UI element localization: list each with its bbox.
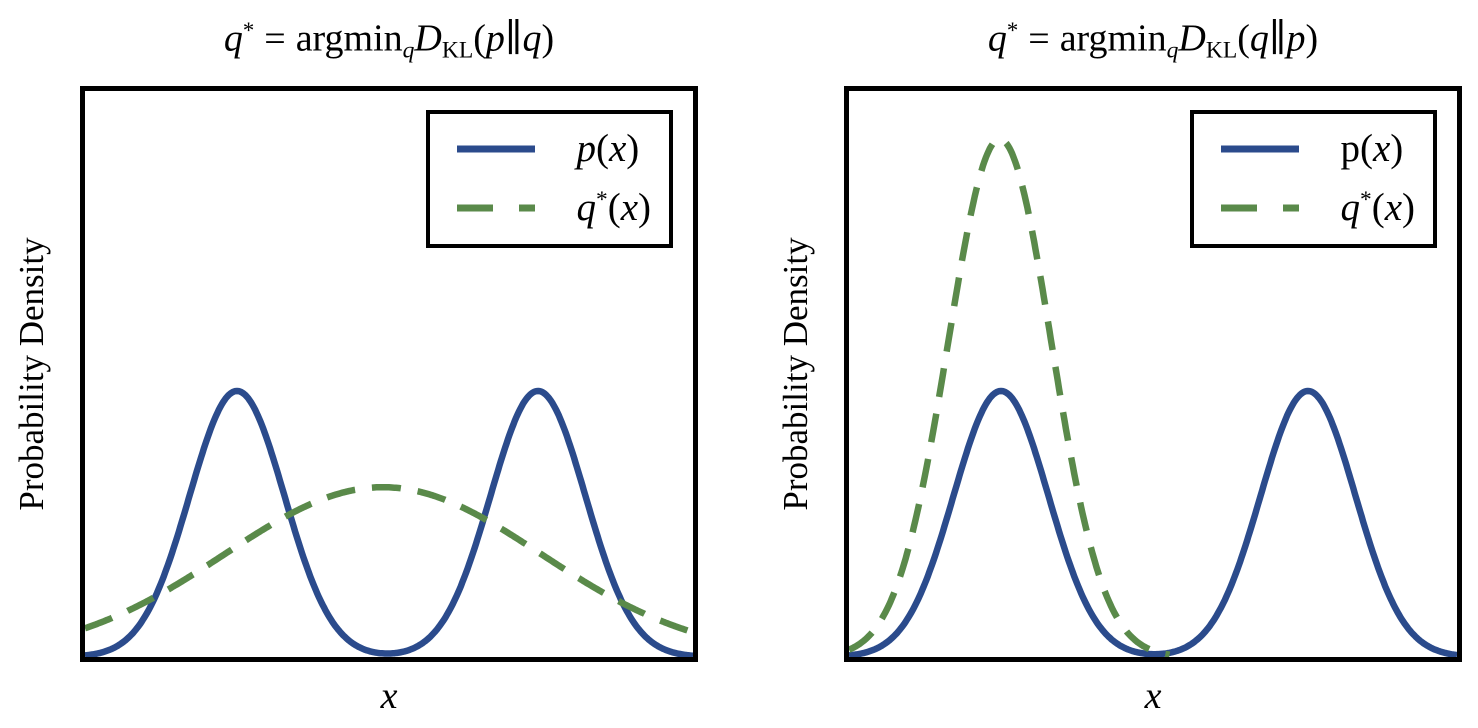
title-divergence: D	[1178, 17, 1206, 60]
title-double-bar: ∥	[504, 17, 523, 60]
legend-entry-q: q*(x)	[1220, 185, 1415, 230]
title-arg1: q	[1249, 17, 1269, 60]
legend-entry-p: p(x)	[1220, 127, 1415, 171]
legend: p(x) q*(x)	[1190, 110, 1437, 248]
curves-reverse-kl	[849, 135, 1457, 657]
plot-title-forward-kl: q* = argminqDKL(p∥q)	[80, 2, 698, 64]
plot-title-reverse-kl: q* = argminqDKL(q∥p)	[844, 2, 1462, 64]
title-paren-close: )	[1305, 17, 1319, 60]
legend-label-q: q*(x)	[576, 185, 651, 229]
dashed-line-swatch	[1221, 204, 1300, 212]
title-var-q: q	[987, 17, 1007, 60]
title-double-bar: ∥	[1268, 17, 1287, 60]
solid-line-swatch	[457, 145, 536, 153]
y-axis-label: Probability Density	[776, 237, 815, 511]
legend: p(x) q*(x)	[426, 110, 673, 248]
legend-label-p: p(x)	[1340, 127, 1404, 170]
legend-label-p: p(x)	[576, 127, 640, 170]
title-arg1: p	[485, 17, 505, 60]
title-divergence: D	[414, 17, 442, 60]
title-var-q: q	[223, 17, 243, 60]
plot-area-reverse-kl: p(x) q*(x)	[844, 86, 1462, 662]
curves-forward-kl	[85, 387, 693, 657]
solid-line-swatch	[1221, 145, 1300, 153]
title-divergence-sub: KL	[1205, 37, 1238, 64]
title-arg2: q	[522, 17, 542, 60]
title-argmin-sub: q	[402, 37, 415, 64]
legend-entry-q: q*(x)	[456, 185, 651, 230]
title-arg2: p	[1286, 17, 1306, 60]
title-star: *	[1006, 18, 1019, 43]
title-star: *	[242, 18, 255, 43]
title-paren-open: (	[473, 17, 486, 60]
title-equals: =	[264, 17, 286, 60]
title-paren-open: (	[1237, 17, 1250, 60]
y-axis-label: Probability Density	[12, 237, 51, 511]
dashed-line-swatch	[457, 204, 536, 212]
title-equals: =	[1028, 17, 1050, 60]
title-argmin: argmin	[295, 17, 403, 60]
title-divergence-sub: KL	[441, 37, 474, 64]
title-argmin-sub: q	[1166, 37, 1179, 64]
title-argmin: argmin	[1059, 17, 1167, 60]
title-paren-close: )	[541, 17, 555, 60]
x-axis-label: x	[380, 675, 398, 717]
legend-label-q: q*(x)	[1340, 185, 1415, 229]
plot-area-forward-kl: p(x) q*(x)	[80, 86, 698, 662]
x-axis-label: x	[1144, 675, 1162, 717]
legend-entry-p: p(x)	[456, 127, 651, 171]
